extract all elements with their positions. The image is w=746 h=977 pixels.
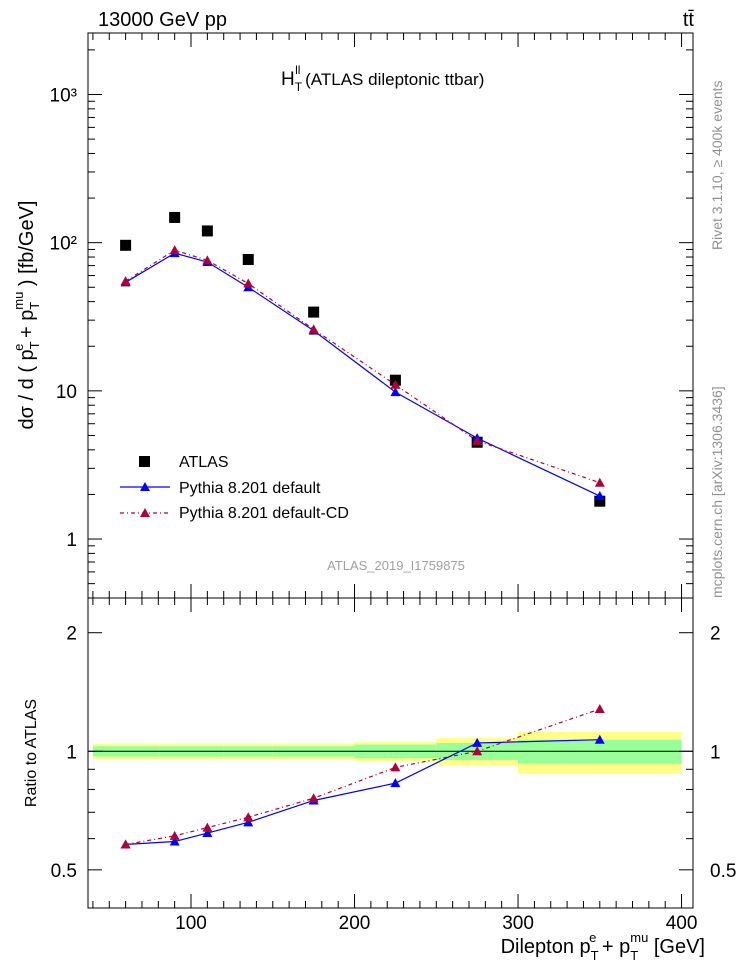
y-tick-label: 10³	[50, 85, 77, 106]
top-mc-point	[472, 435, 483, 445]
x-tick-label: 400	[666, 913, 698, 934]
top-mc-point	[390, 387, 401, 397]
top-y-axis-label: dσ / d ( pTe + pTmu ) [fb/GeV]	[11, 201, 42, 430]
top-y-axis-label-text: dσ / d ( pTe + pTmu ) [fb/GeV]	[11, 201, 42, 430]
plot-title: HTll (ATLAS dileptonic ttbar)	[281, 63, 484, 94]
top-series-line	[125, 249, 600, 484]
data-series	[120, 211, 606, 849]
legend: ATLAS Pythia 8.201 default Pythia 8.201 …	[120, 454, 349, 522]
tick-labels: 1 10 10² 10³ 0.5 0.5 1 1 2 2 100 200 300 400	[50, 85, 737, 934]
top-mc-point	[308, 324, 319, 334]
analysis-label: ATLAS_2019_I1759875	[327, 558, 465, 573]
ratio-y-tick-label-right: 0.5	[710, 861, 736, 882]
ratio-mc-point	[243, 812, 254, 822]
process-label: tt̄	[683, 9, 695, 31]
rivet-label: Rivet 3.1.10, ≥ 400k events	[709, 80, 725, 250]
y-tick-label: 1	[66, 530, 77, 551]
ratio-mc-point	[390, 762, 401, 772]
plot-title-sub: T	[295, 80, 303, 94]
x-axis-label: Dilepton pTe + pTmu [GeV]	[501, 930, 705, 963]
y-tick-label: 10	[56, 382, 77, 403]
plot-title-rest: (ATLAS dileptonic ttbar)	[300, 70, 484, 89]
top-mc-point	[120, 276, 131, 286]
top-data-point	[120, 239, 132, 251]
ratio-y-axis-label: Ratio to ATLAS	[23, 699, 40, 807]
x-tick-label: 200	[339, 913, 371, 934]
legend-default-label: Pythia 8.201 default	[179, 480, 321, 497]
ratio-mc-point	[202, 828, 213, 838]
ratio-y-tick-label: 0.5	[51, 861, 77, 882]
ratio-series-line	[125, 739, 600, 846]
axis-ticks	[88, 33, 693, 909]
top-mc-point	[390, 379, 401, 389]
top-mc-point	[243, 278, 254, 288]
legend-atlas-marker	[139, 456, 150, 467]
ratio-mc-point	[243, 817, 254, 827]
ratio-mc-point	[472, 746, 483, 756]
ratio-mc-point	[594, 734, 605, 744]
top-data-point	[308, 306, 320, 318]
ratio-panel-frame	[87, 597, 694, 909]
ratio-mc-point	[202, 822, 213, 832]
top-mc-point	[594, 491, 605, 501]
top-mc-point	[594, 477, 605, 487]
legend-cd-marker	[140, 508, 150, 517]
legend-cd-label: Pythia 8.201 default-CD	[179, 505, 349, 522]
ratio-mc-point	[594, 704, 605, 714]
ratio-mc-point	[390, 778, 401, 788]
ratio-y-tick-label-right: 1	[710, 742, 721, 763]
plot-title-sup: ll	[295, 63, 300, 77]
ratio-y-tick-label-right: 2	[710, 624, 721, 645]
plot-title-main: H	[281, 69, 295, 90]
ratio-series-line	[125, 708, 600, 846]
x-tick-label: 300	[502, 913, 534, 934]
legend-default-marker	[140, 482, 150, 491]
top-series-line	[125, 252, 601, 497]
top-data-point	[594, 495, 606, 507]
ratio-y-tick-label: 2	[66, 624, 77, 645]
mcplots-label: mcplots.cern.ch [arXiv:1306.3436]	[709, 386, 725, 598]
top-mc-point	[169, 245, 180, 255]
energy-label: 13000 GeV pp	[98, 9, 227, 31]
ratio-mc-point	[472, 737, 483, 747]
ratio-y-tick-label: 1	[66, 742, 77, 763]
ratio-mc-point	[120, 839, 131, 849]
top-data-point	[169, 211, 181, 223]
x-tick-label: 100	[175, 913, 207, 934]
ratio-mc-point	[169, 836, 180, 846]
y-tick-label: 10²	[50, 234, 77, 255]
legend-atlas-label: ATLAS	[179, 454, 229, 471]
top-data-point	[242, 253, 254, 265]
top-mc-point	[202, 255, 213, 265]
top-data-point	[201, 225, 213, 237]
ratio-mc-point	[169, 830, 180, 840]
ratio-mc-point	[308, 793, 319, 803]
